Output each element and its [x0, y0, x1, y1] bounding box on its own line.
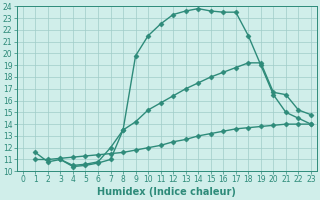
X-axis label: Humidex (Indice chaleur): Humidex (Indice chaleur)	[98, 187, 236, 197]
